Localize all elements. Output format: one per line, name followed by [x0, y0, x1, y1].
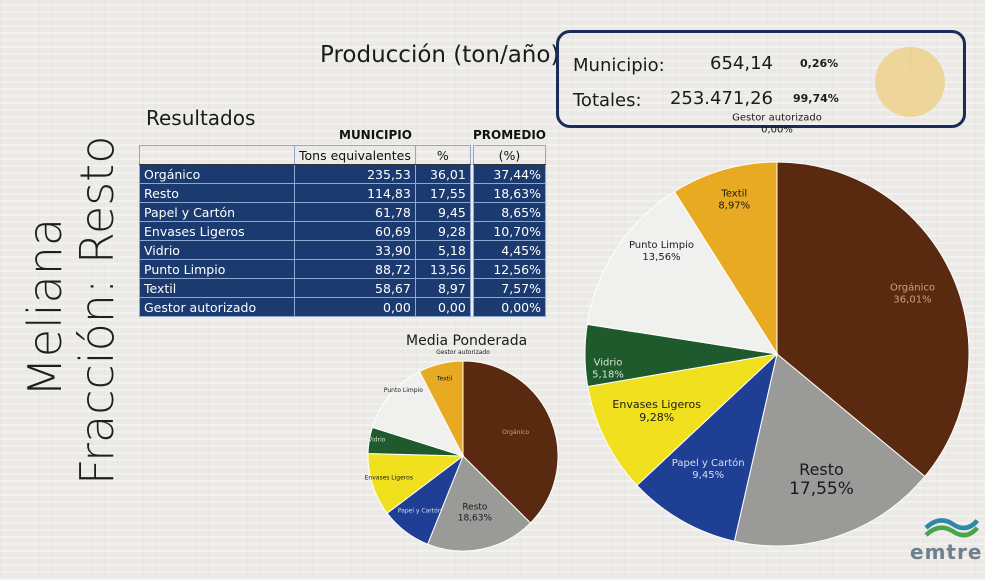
results-table: Tons equivalentes% Orgánico 235,53 36,01 Res…: [139, 145, 471, 317]
row-tons: 0,00: [294, 297, 416, 317]
municipio-label: Municipio:: [573, 55, 665, 76]
undefined-label-envases-ligeros: Envases Ligeros 9,28%: [612, 398, 701, 424]
table-row: Resto 114,83 17,55: [139, 183, 471, 203]
table-row: 0,00%: [473, 297, 546, 317]
row-tons: 235,53: [294, 164, 416, 184]
totales-pct: 99,74%: [793, 92, 839, 105]
row-prom: 8,65%: [473, 202, 546, 222]
row-tons: 58,67: [294, 278, 416, 298]
totales-label: Totales:: [573, 90, 642, 111]
row-name: Punto Limpio: [139, 259, 295, 279]
row-pct: 0,00: [414, 297, 471, 317]
undefined-label-organico: Orgánico: [502, 429, 529, 436]
media-ponderada-title: Media Ponderada: [406, 333, 528, 349]
row-tons: 61,78: [294, 202, 416, 222]
undefined-label-textil: Textil: [436, 375, 453, 382]
row-pct: 13,56: [414, 259, 471, 279]
emtre-logo-icon: [924, 518, 980, 538]
municipio-value: 654,14: [710, 53, 773, 74]
undefined-slice-resto: [426, 455, 532, 552]
municipio-pct: 0,26%: [800, 57, 839, 70]
row-pct: 17,55: [414, 183, 471, 203]
table-row: Gestor autorizado 0,00 0,00: [139, 297, 471, 317]
row-pct: 8,97: [414, 278, 471, 298]
row-name: Orgánico: [139, 164, 295, 184]
undefined-label-punto-limpio: Punto Limpio: [384, 387, 423, 394]
table-row: 7,57%: [473, 278, 546, 298]
row-name: Papel y Cartón: [139, 202, 295, 222]
row-prom: 18,63%: [473, 183, 546, 203]
undefined-label-vidrio: Vidrio: [368, 437, 386, 444]
undefined-label-gestor-autorizado: Gestor autorizado: [436, 349, 490, 356]
undefined-label-gestor-autorizado: Gestor autorizado 0,00%: [732, 113, 822, 136]
totals-mini-pie: [875, 46, 945, 117]
undefined-slice-envases-ligeros: [587, 353, 779, 487]
table-row: Orgánico 235,53 36,01: [139, 164, 471, 184]
undefined-label-papel-y-carton: Papel y Cartón 9,45%: [672, 457, 745, 481]
undefined-slice-textil: [673, 161, 778, 356]
row-pct: 5,18: [414, 240, 471, 260]
undefined-label-textil: Textil 8,97%: [718, 189, 750, 212]
undefined-pie: Orgánico 36,01% Resto 17,55% Papel y Cartón 9…: [584, 113, 970, 547]
row-pct: 9,45: [414, 202, 471, 222]
municipio-header: MUNICIPIO: [339, 128, 412, 142]
row-pct: 36,01: [414, 164, 471, 184]
undefined-label-envases-ligeros: Envases Ligeros: [365, 475, 413, 482]
row-prom: 12,56%: [473, 259, 546, 279]
row-name: Gestor autorizado: [139, 297, 295, 317]
undefined-slice-papel-y-carton: [636, 352, 778, 542]
col-tons-header: Tons equivalentes: [294, 145, 416, 165]
undefined-slice-organico: [462, 360, 559, 524]
emtre-logo-text: emtre: [910, 540, 983, 564]
row-pct: 9,28: [414, 221, 471, 241]
undefined-pie: Orgánico Resto 18,63% Papel y Cartón Envases…: [365, 349, 559, 552]
undefined-label-papel-y-carton: Papel y Cartón: [398, 508, 442, 515]
undefined-label-resto: Resto 18,63%: [458, 503, 493, 524]
row-prom: 37,44%: [473, 164, 546, 184]
row-prom: 0,00%: [473, 297, 546, 317]
promedio-header: PROMEDIO: [473, 128, 547, 142]
undefined-slice-punto-limpio: [586, 191, 779, 355]
totales-value: 253.471,26: [669, 88, 773, 109]
row-name: Textil: [139, 278, 295, 298]
row-prom: 4,45%: [473, 240, 546, 260]
undefined-slice-organico: [776, 161, 970, 478]
undefined-label-organico: Orgánico 36,01%: [890, 281, 935, 305]
results-title: Resultados: [146, 106, 256, 130]
table-row: 18,63%: [473, 183, 546, 203]
row-tons: 114,83: [294, 183, 416, 203]
table-row: Textil 58,67 8,97: [139, 278, 471, 298]
table-row: 12,56%: [473, 259, 546, 279]
table-row: 4,45%: [473, 240, 546, 260]
promedio-table: (%) 37,44% 18,63% 8,65% 10,70% 4,45% 12,56% 7,5…: [473, 145, 546, 317]
table-row: 8,65%: [473, 202, 546, 222]
table-row: 37,44%: [473, 164, 546, 184]
undefined-label-vidrio: Vidrio 5,18%: [592, 357, 624, 380]
undefined-label-punto-limpio: Punto Limpio 13,56%: [629, 240, 694, 263]
table-row: Envases Ligeros 60,69 9,28: [139, 221, 471, 241]
undefined-slice-punto-limpio: [371, 370, 464, 457]
table-row: Papel y Cartón 61,78 9,45: [139, 202, 471, 222]
table-row: 10,70%: [473, 221, 546, 241]
row-prom: 10,70%: [473, 221, 546, 241]
row-name: Vidrio: [139, 240, 295, 260]
production-title: Producción (ton/año): [320, 42, 560, 68]
undefined-slice-resto: [733, 353, 926, 547]
row-prom: 7,57%: [473, 278, 546, 298]
undefined-label-resto: Resto 17,55%: [789, 460, 854, 499]
undefined-slice-textil: [418, 360, 464, 457]
totals-box: Municipio: 654,14 0,26% Totales: 253.471…: [556, 30, 966, 128]
row-name: Envases Ligeros: [139, 221, 295, 241]
